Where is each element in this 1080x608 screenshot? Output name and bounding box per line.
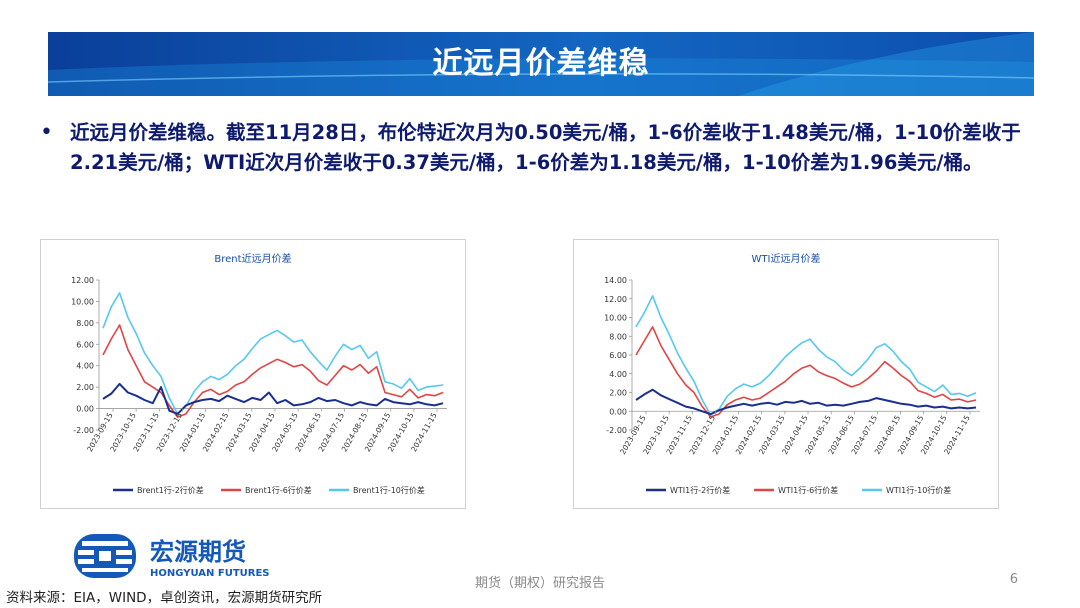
summary-bullet: • 近远月价差维稳。截至11月28日，布伦特近次月为0.50美元/桶，1-6价差… (40, 118, 1030, 178)
brent-legend-label: Brent1行-10行价差 (353, 485, 425, 495)
wti-chart-svg: WTI近远月价差 -2.00 0.00 2.00 4.00 6.00 8.00 10.00 12… (604, 252, 980, 495)
brent-legend-label: Brent1行-2行价差 (137, 485, 204, 495)
brent-y-tick-label: 4.00 (76, 362, 94, 371)
brent-series-line-0 (102, 382, 444, 415)
logo-en-text: HONGYUAN FUTURES (150, 568, 270, 579)
wti-y-tick-label: 10.00 (604, 314, 627, 323)
brent-y-tick-label: 12.00 (71, 276, 94, 285)
brent-legend-label: Brent1行-6行价差 (245, 485, 312, 495)
wti-y-tick-label: 6.00 (609, 351, 627, 360)
wti-y-tick-label: 0.00 (609, 407, 627, 416)
brent-y-tick-label: 6.00 (76, 340, 94, 349)
wti-legend-label: WTI1行-6行价差 (778, 485, 838, 495)
hongyuan-logo: 宏源期货 HONGYUAN FUTURES (74, 534, 270, 579)
brent-y-tick-label: 10.00 (71, 297, 94, 306)
wti-legend-label: WTI1行-10行价差 (886, 485, 951, 495)
brent-series-line-1 (102, 324, 444, 418)
brent-chart-svg: Brent近远月价差 -2.00 0.00 2.00 4.00 6.00 8.00 10.00… (71, 252, 447, 495)
logo-mark (74, 534, 136, 578)
wti-series-line-1 (635, 326, 977, 418)
wti-series-line-2 (635, 295, 977, 416)
brent-series-line-2 (102, 292, 444, 415)
wti-spread-chart: WTI近远月价差 -2.00 0.00 2.00 4.00 6.00 8.00 10.00 12… (573, 239, 999, 509)
summary-text: 近远月价差维稳。截至11月28日，布伦特近次月为0.50美元/桶，1-6价差收于… (70, 121, 1021, 174)
logo-cn-text: 宏源期货 (150, 538, 246, 566)
data-source: 资料来源：EIA，WIND，卓创资讯，宏源期货研究所 (6, 590, 323, 606)
brent-y-tick-label: -2.00 (73, 426, 94, 435)
bullet-marker: • (40, 120, 53, 145)
page-number: 6 (1009, 572, 1018, 587)
brent-chart-title: Brent近远月价差 (214, 252, 291, 265)
wti-y-tick-label: 12.00 (604, 295, 627, 304)
brent-y-tick-label: 2.00 (76, 383, 94, 392)
wti-y-tick-label: 14.00 (604, 276, 627, 285)
brent-y-tick-label: 0.00 (76, 405, 94, 414)
banner-background (48, 32, 1034, 96)
wti-chart-title: WTI近远月价差 (752, 252, 821, 265)
wti-y-tick-label: 8.00 (609, 332, 627, 341)
page-title: 近远月价差维稳 (432, 46, 650, 81)
wti-series-line-0 (635, 388, 977, 416)
title-banner: 近远月价差维稳 (48, 32, 1034, 96)
wti-y-tick-label: 2.00 (609, 389, 627, 398)
wti-y-tick-label: -2.00 (606, 426, 627, 435)
wti-legend-label: WTI1行-2行价差 (670, 485, 730, 495)
wti-y-tick-label: 4.00 (609, 370, 627, 379)
footer-report-label: 期货（期权）研究报告 (474, 576, 605, 591)
company-logo: 宏源期货 HONGYUAN FUTURES (72, 526, 312, 586)
brent-y-tick-label: 8.00 (76, 319, 94, 328)
brent-spread-chart: Brent近远月价差 -2.00 0.00 2.00 4.00 6.00 8.00 10.00… (40, 239, 466, 509)
